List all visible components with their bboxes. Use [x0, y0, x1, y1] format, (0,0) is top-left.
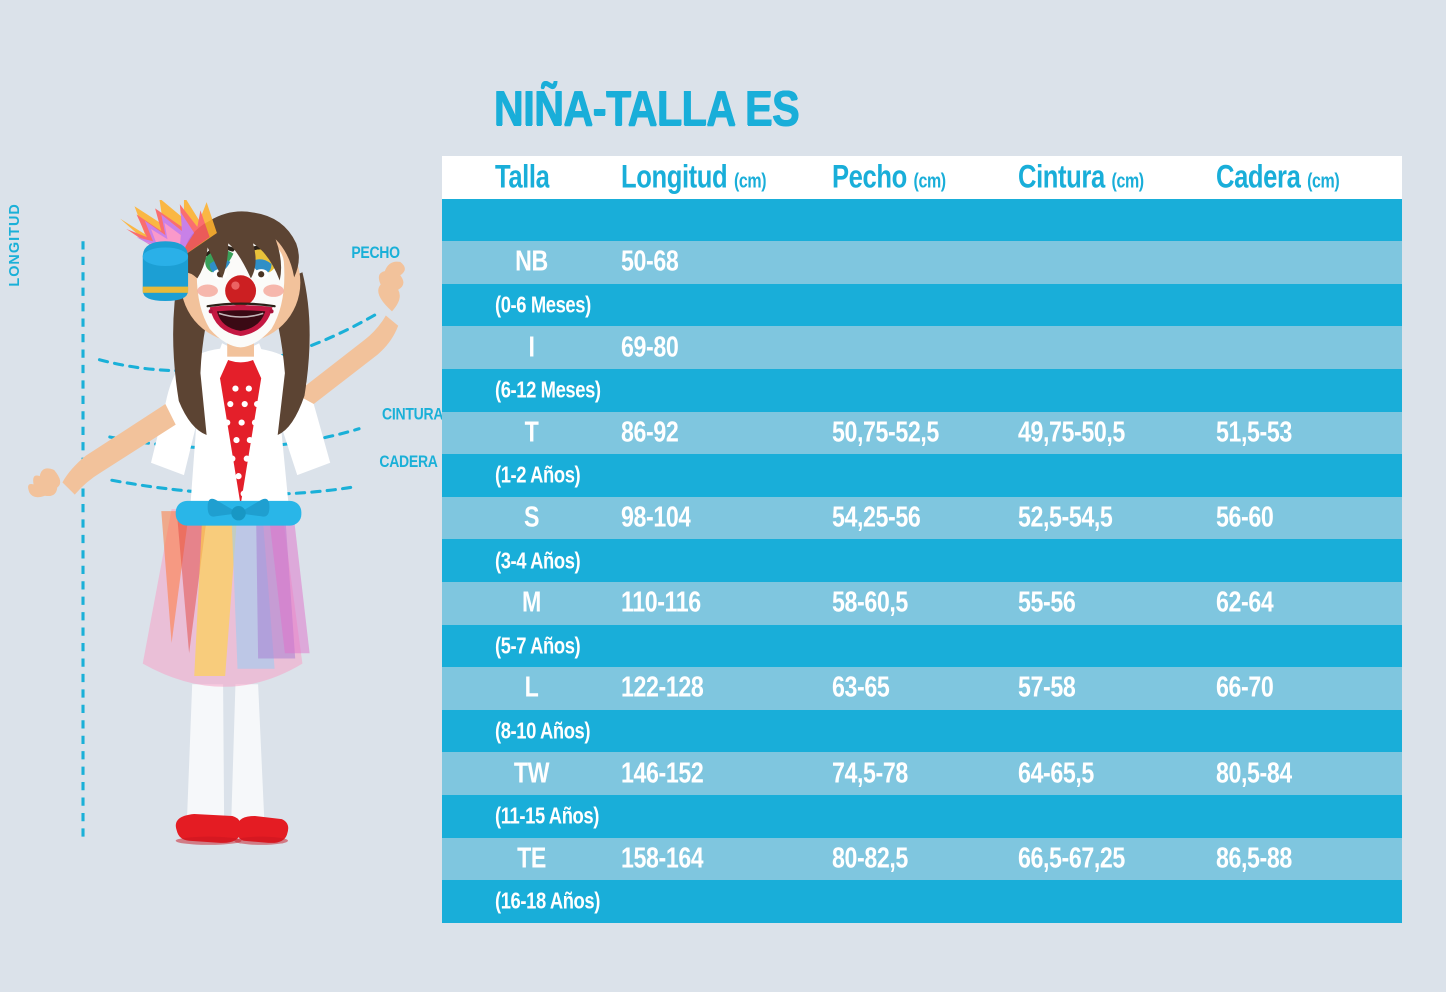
svg-text:CINTURA: CINTURA — [382, 405, 443, 423]
svg-text:LONGITUD: LONGITUD — [7, 203, 23, 286]
svg-text:CADERA: CADERA — [379, 453, 438, 471]
svg-text:PECHO: PECHO — [351, 244, 400, 262]
